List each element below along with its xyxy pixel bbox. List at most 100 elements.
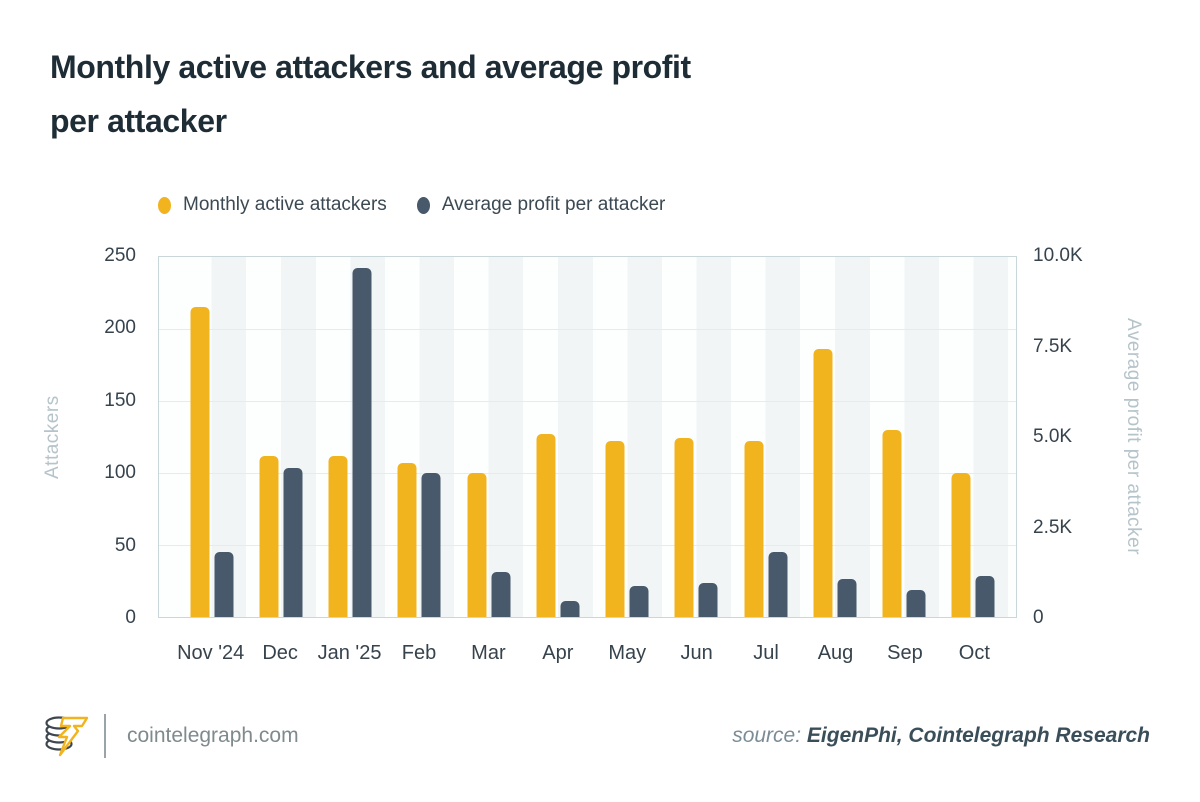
y-left-tick-label: 50 (114, 534, 136, 556)
bar-pair (813, 257, 857, 617)
x-tick-label: Dec (262, 642, 298, 664)
bar-attackers (951, 473, 971, 617)
y-right-tick-label: 5.0K (1033, 426, 1073, 447)
y-axis-right-title: Average profit per attacker (1123, 318, 1144, 556)
bar-attackers (190, 307, 210, 617)
y-right-tick-label: 7.5K (1033, 335, 1073, 357)
y-right-tick-label: 2.5K (1033, 516, 1073, 538)
x-tick-label: Jan '25 (317, 642, 382, 664)
chart-title: Monthly active attackers and average pro… (50, 40, 691, 148)
bar-group (870, 257, 939, 617)
y-axis-right-ticks: 10.0K 7.5K 5.0K 2.5K 0 (1033, 245, 1123, 628)
bar-profit (283, 467, 303, 617)
bar-group (246, 257, 315, 617)
chart-title-line1: Monthly active attackers and average pro… (50, 49, 691, 85)
bar-profit (837, 579, 857, 617)
bar-profit (214, 552, 234, 617)
y-right-tick-label: 10.0K (1033, 245, 1083, 266)
chart-title-line2: per attacker (50, 103, 227, 139)
bar-group (177, 257, 246, 617)
bar-group (593, 257, 662, 617)
legend-dot-attackers-icon (158, 196, 171, 214)
bar-pair (882, 257, 926, 617)
y-left-tick-label: 0 (125, 607, 136, 628)
bar-pair (397, 257, 441, 617)
bar-attackers (328, 455, 348, 617)
stripe-cell (661, 257, 731, 617)
bar-attackers (882, 429, 902, 617)
x-tick-label: Oct (958, 642, 990, 664)
x-tick-label: Mar (471, 642, 506, 664)
bar-groups (159, 257, 1016, 617)
bar-attackers (674, 438, 694, 617)
gridline (159, 473, 1016, 474)
x-tick-label: Aug (817, 642, 854, 664)
bar-pair (467, 257, 511, 617)
bar-attackers (813, 349, 833, 617)
x-tick-label: Nov '24 (177, 642, 245, 664)
cointelegraph-logo-icon (45, 716, 89, 757)
bar-attackers (536, 434, 556, 617)
legend: Monthly active attackers Average profit … (158, 194, 665, 216)
bar-pair (674, 257, 718, 617)
legend-label-profit: Average profit per attacker (441, 194, 666, 215)
x-tick-label: Apr (542, 642, 574, 664)
bar-group (800, 257, 869, 617)
source-names: EigenPhi, Cointelegraph Research (806, 724, 1150, 747)
y-axis-left-ticks: 250 200 150 100 50 0 (0, 245, 136, 628)
stripe-cell (177, 257, 247, 617)
y-left-tick-label: 250 (104, 245, 136, 266)
legend-label-attackers: Monthly active attackers (183, 194, 387, 215)
y-left-tick-label: 150 (104, 389, 136, 411)
bar-attackers (259, 455, 279, 617)
source-credit: source: EigenPhi, Cointelegraph Research (732, 722, 1150, 750)
stripe-cell (592, 257, 662, 617)
bar-profit (491, 572, 511, 617)
y-left-tick-label: 100 (104, 462, 136, 484)
bar-pair (190, 257, 234, 617)
bar-group (523, 257, 592, 617)
bar-pair (605, 257, 649, 617)
bar-attackers (397, 462, 417, 617)
bar-profit (560, 600, 580, 617)
bar-attackers (605, 441, 625, 617)
y-right-tick-label: 0 (1033, 607, 1044, 628)
x-tick-label: May (608, 642, 647, 664)
bar-pair (259, 257, 303, 617)
bar-profit (352, 267, 372, 617)
stripe-cell (523, 257, 593, 617)
bar-pair (951, 257, 995, 617)
gridlines (159, 257, 1016, 617)
stripe-cell (315, 257, 385, 617)
gridline (159, 329, 1016, 330)
bar-group (939, 257, 1008, 617)
bar-group (731, 257, 800, 617)
cointelegraph-link[interactable]: cointelegraph.com (127, 724, 299, 747)
footer-divider (104, 714, 106, 758)
bar-profit (975, 575, 995, 617)
stripe-cell (454, 257, 524, 617)
legend-dot-profit-icon (416, 196, 430, 214)
bar-profit (421, 473, 441, 617)
bar-profit (906, 590, 926, 617)
x-tick-label: Jun (680, 642, 713, 664)
bar-pair (328, 257, 372, 617)
bar-profit (698, 582, 718, 617)
bar-profit (629, 586, 649, 617)
y-axis-left-title: Attackers (42, 395, 63, 479)
y-left-tick-label: 200 (104, 317, 136, 339)
bar-attackers (744, 441, 764, 617)
stripe-cell (384, 257, 454, 617)
source-prefix: source: (732, 724, 802, 747)
bar-group (316, 257, 385, 617)
bar-profit (768, 552, 788, 617)
bar-pair (744, 257, 788, 617)
stripe-cell (731, 257, 801, 617)
x-axis-labels: Nov '24 Dec Jan '25 Feb Mar Apr May Jun Jul Aug Se… (158, 642, 1017, 665)
bar-attackers (467, 473, 487, 617)
bar-pair (536, 257, 580, 617)
x-tick-label: Sep (887, 642, 923, 664)
x-tick-label: Feb (401, 642, 437, 664)
stripe-cell (938, 257, 1008, 617)
